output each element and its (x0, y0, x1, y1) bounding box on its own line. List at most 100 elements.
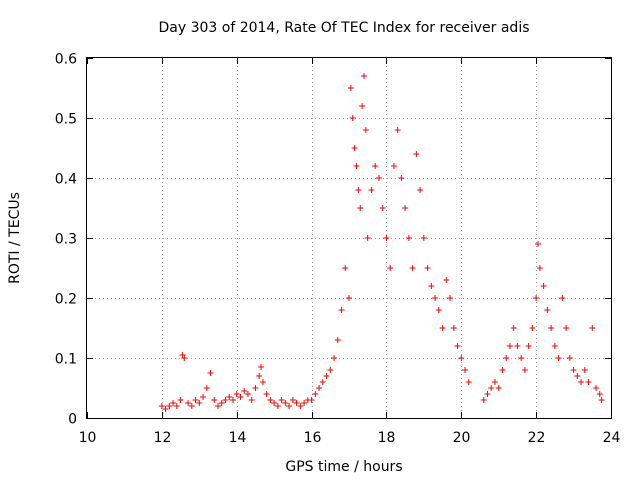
data-point (535, 241, 542, 247)
data-point (347, 85, 354, 91)
data-point (544, 307, 551, 313)
data-point (563, 325, 570, 331)
data-point (447, 295, 454, 301)
data-point (413, 151, 420, 157)
data-point (200, 394, 207, 400)
data-point (334, 337, 341, 343)
data-point (173, 403, 180, 409)
data-point (286, 403, 293, 409)
data-point (349, 115, 356, 121)
data-point (480, 397, 487, 403)
data-point (409, 265, 416, 271)
data-point (570, 367, 577, 373)
y-tick-label: 0.2 (55, 292, 77, 308)
data-point (267, 397, 274, 403)
data-point (308, 397, 315, 403)
data-point (271, 400, 278, 406)
x-tick-label: 10 (79, 430, 97, 446)
data-point (196, 400, 203, 406)
data-point (521, 367, 528, 373)
data-point (585, 379, 592, 385)
y-tick-label: 0.3 (55, 232, 77, 248)
data-point (297, 403, 304, 409)
data-point (364, 235, 371, 241)
data-point (574, 373, 581, 379)
data-point (342, 265, 349, 271)
data-point (162, 406, 169, 412)
data-point (499, 367, 506, 373)
data-point (495, 385, 502, 391)
data-point (319, 379, 326, 385)
data-point (233, 391, 240, 397)
data-point (316, 385, 323, 391)
data-point (540, 283, 547, 289)
data-point (244, 391, 251, 397)
data-point (185, 400, 192, 406)
data-point (226, 394, 233, 400)
data-point (282, 400, 289, 406)
data-point (241, 388, 248, 394)
data-point (211, 397, 218, 403)
data-point (581, 367, 588, 373)
data-point (379, 205, 386, 211)
data-point (360, 73, 367, 79)
data-point (424, 265, 431, 271)
series-adis (158, 73, 605, 412)
data-point (439, 325, 446, 331)
data-point (375, 175, 382, 181)
data-point (207, 370, 214, 376)
data-point (454, 343, 461, 349)
x-tick-label: 18 (378, 430, 396, 446)
data-point (420, 235, 427, 241)
data-point (346, 295, 352, 301)
x-tick-label: 24 (603, 430, 621, 446)
x-axis-title: GPS time / hours (285, 459, 402, 475)
data-point (417, 187, 424, 193)
data-point (503, 355, 510, 361)
data-point (293, 400, 300, 406)
data-point (259, 379, 266, 385)
y-tick-labels: 0 0.1 0.2 0.3 0.4 0.5 0.6 (55, 52, 77, 428)
y-tick-label: 0 (68, 412, 77, 428)
data-point (529, 325, 536, 331)
data-point (559, 295, 566, 301)
x-tick-labels: 10 12 14 16 18 20 22 24 (79, 430, 621, 446)
data-point (229, 397, 236, 403)
data-point (170, 400, 177, 406)
data-point (327, 367, 334, 373)
data-point (181, 355, 188, 361)
data-point (312, 391, 319, 397)
data-point (428, 283, 435, 289)
data-point (357, 205, 364, 211)
x-tick-label: 12 (154, 430, 172, 446)
data-point (488, 385, 495, 391)
data-point (188, 403, 195, 409)
data-point (598, 397, 605, 403)
data-point (359, 103, 366, 109)
data-point (166, 403, 173, 409)
data-point (248, 397, 255, 403)
data-point (525, 343, 532, 349)
data-point (578, 379, 585, 385)
data-point (566, 355, 573, 361)
data-point (353, 163, 360, 169)
data-point (222, 397, 229, 403)
data-point (387, 265, 394, 271)
data-point (192, 397, 199, 403)
data-point (274, 403, 281, 409)
x-tick-label: 14 (229, 430, 247, 446)
x-tick-label: 16 (304, 430, 322, 446)
data-point (218, 400, 225, 406)
data-points (158, 73, 605, 412)
data-point (372, 163, 379, 169)
data-point (450, 325, 457, 331)
data-point (258, 364, 265, 370)
data-point (237, 394, 244, 400)
data-point (177, 397, 184, 403)
data-point (506, 343, 513, 349)
data-point (289, 397, 296, 403)
data-point (362, 127, 369, 133)
data-point (338, 307, 345, 313)
data-point (596, 391, 603, 397)
